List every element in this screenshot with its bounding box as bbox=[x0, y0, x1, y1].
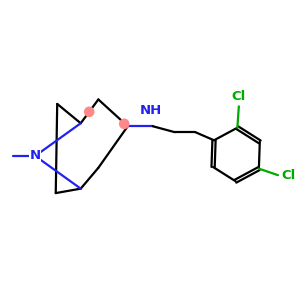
Circle shape bbox=[119, 118, 130, 129]
Text: Cl: Cl bbox=[232, 90, 246, 103]
Text: NH: NH bbox=[140, 104, 162, 117]
Text: Cl: Cl bbox=[281, 169, 296, 182]
Text: N: N bbox=[30, 149, 41, 162]
Circle shape bbox=[84, 106, 94, 117]
